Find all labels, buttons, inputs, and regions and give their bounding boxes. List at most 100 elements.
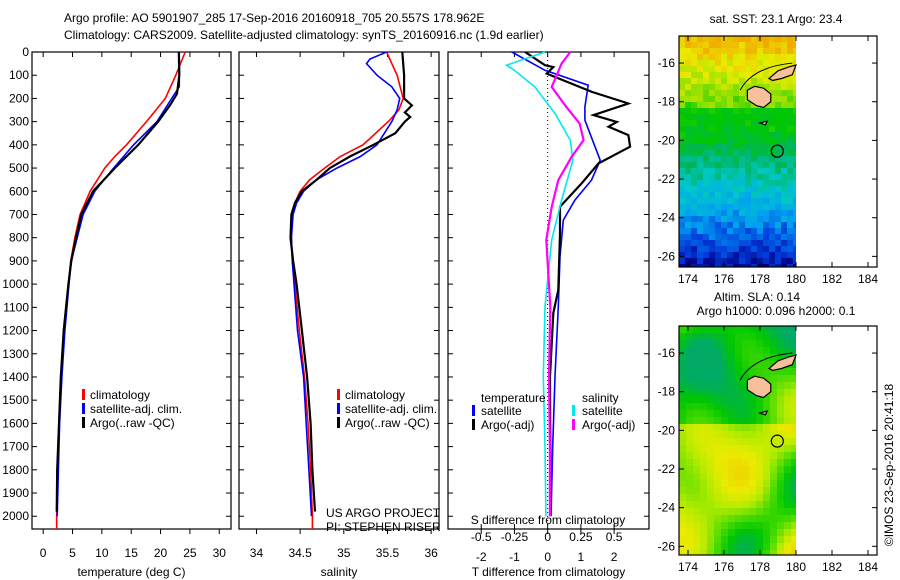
- temperature-legend: climatology satellite-adj. clim. Argo(..…: [82, 388, 182, 430]
- map-cell: [693, 438, 700, 445]
- map-cell: [781, 252, 787, 258]
- map-cell: [787, 174, 793, 180]
- map-cell: [709, 60, 715, 66]
- map-cell: [745, 108, 751, 114]
- map-cell: [781, 168, 787, 174]
- map-cell: [693, 445, 700, 452]
- map-cell: [757, 108, 763, 114]
- map-cell: [721, 210, 727, 216]
- map-cell: [715, 66, 721, 72]
- map-cell: [709, 144, 715, 150]
- map-cell: [757, 66, 763, 72]
- map-cell: [777, 508, 784, 515]
- map-cell: [691, 252, 697, 258]
- map-cell: [727, 192, 733, 198]
- x-tick-label: 30: [213, 546, 227, 560]
- map-cell: [691, 120, 697, 126]
- map-cell: [715, 96, 721, 102]
- map-cell: [770, 480, 777, 487]
- map-cell: [787, 90, 793, 96]
- map-cell: [781, 192, 787, 198]
- map-cell: [742, 473, 749, 480]
- map-cell: [781, 186, 787, 192]
- map-cell: [749, 480, 756, 487]
- x-tick-label: 35: [337, 546, 351, 560]
- map-cell: [721, 78, 727, 84]
- map-cell: [721, 466, 728, 473]
- map-cell: [728, 508, 735, 515]
- map-cell: [787, 168, 793, 174]
- map-cell: [739, 108, 745, 114]
- map-cell: [691, 204, 697, 210]
- map-cell: [787, 180, 793, 186]
- map-cell: [691, 144, 697, 150]
- map-cell: [784, 501, 791, 508]
- map-cell: [691, 42, 697, 48]
- map-cell: [679, 162, 685, 168]
- map-cell: [721, 258, 727, 264]
- map-cell: [727, 126, 733, 132]
- map-cell: [728, 459, 735, 466]
- map-cell: [721, 445, 728, 452]
- map-cell: [787, 186, 793, 192]
- map-cell: [742, 438, 749, 445]
- map-cell: [777, 501, 784, 508]
- map-cell: [781, 144, 787, 150]
- map-cell: [707, 424, 714, 431]
- map-cell: [685, 258, 691, 264]
- legend-swatch-climatology: [337, 389, 340, 400]
- map-cell: [751, 204, 757, 210]
- map-cell: [745, 174, 751, 180]
- map-cell: [679, 72, 685, 78]
- map-cell: [733, 132, 739, 138]
- island-landmass: [746, 85, 772, 109]
- map-cell: [700, 536, 707, 543]
- map-cell: [715, 246, 721, 252]
- map-cell: [707, 396, 714, 403]
- map-cell: [693, 333, 700, 340]
- map-cell: [715, 180, 721, 186]
- map-cell: [707, 403, 714, 410]
- map-cell: [685, 174, 691, 180]
- map-cell: [763, 168, 769, 174]
- map-cell: [770, 424, 777, 431]
- map-cell: [685, 192, 691, 198]
- map-cell: [707, 508, 714, 515]
- map-cell: [769, 54, 775, 60]
- map-cell: [781, 246, 787, 252]
- map-cell: [679, 102, 685, 108]
- y-tick-label: 1000: [2, 277, 29, 291]
- map-cell: [685, 108, 691, 114]
- map-cell: [787, 84, 793, 90]
- map-cell: [703, 78, 709, 84]
- map-cell: [751, 246, 757, 252]
- map-cell: [721, 487, 728, 494]
- map-cell: [715, 150, 721, 156]
- map-cell: [685, 132, 691, 138]
- map-cell: [685, 138, 691, 144]
- map-cell: [742, 536, 749, 543]
- map-cell: [709, 216, 715, 222]
- map-cell: [679, 529, 686, 536]
- map-cell: [757, 42, 763, 48]
- map-cell: [769, 222, 775, 228]
- map-cell: [697, 108, 703, 114]
- map-cell: [721, 72, 727, 78]
- map-cell: [763, 78, 769, 84]
- map-cell: [749, 396, 756, 403]
- map-cell: [686, 487, 693, 494]
- map-cell: [693, 515, 700, 522]
- map-cell: [784, 424, 791, 431]
- map-cell: [757, 72, 763, 78]
- map-cell: [751, 228, 757, 234]
- map-cell: [781, 234, 787, 240]
- map-cell: [757, 216, 763, 222]
- map-cell: [735, 347, 742, 354]
- map-cell: [679, 333, 686, 340]
- map-cell: [751, 252, 757, 258]
- map-cell: [703, 90, 709, 96]
- map-cell: [763, 198, 769, 204]
- map-cell: [775, 150, 781, 156]
- map-cell: [685, 240, 691, 246]
- map-cell: [727, 114, 733, 120]
